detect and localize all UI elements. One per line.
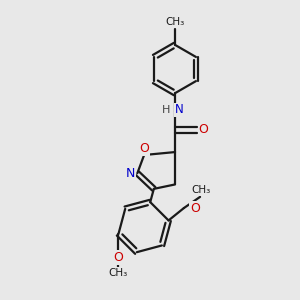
Text: CH₃: CH₃ — [165, 17, 185, 27]
Text: O: O — [139, 142, 149, 155]
Text: N: N — [125, 167, 135, 180]
Text: O: O — [190, 202, 200, 214]
Text: H: H — [161, 105, 170, 115]
Text: N: N — [175, 103, 184, 116]
Text: O: O — [114, 251, 123, 264]
Text: CH₃: CH₃ — [109, 268, 128, 278]
Text: CH₃: CH₃ — [191, 185, 210, 195]
Text: O: O — [199, 124, 208, 136]
